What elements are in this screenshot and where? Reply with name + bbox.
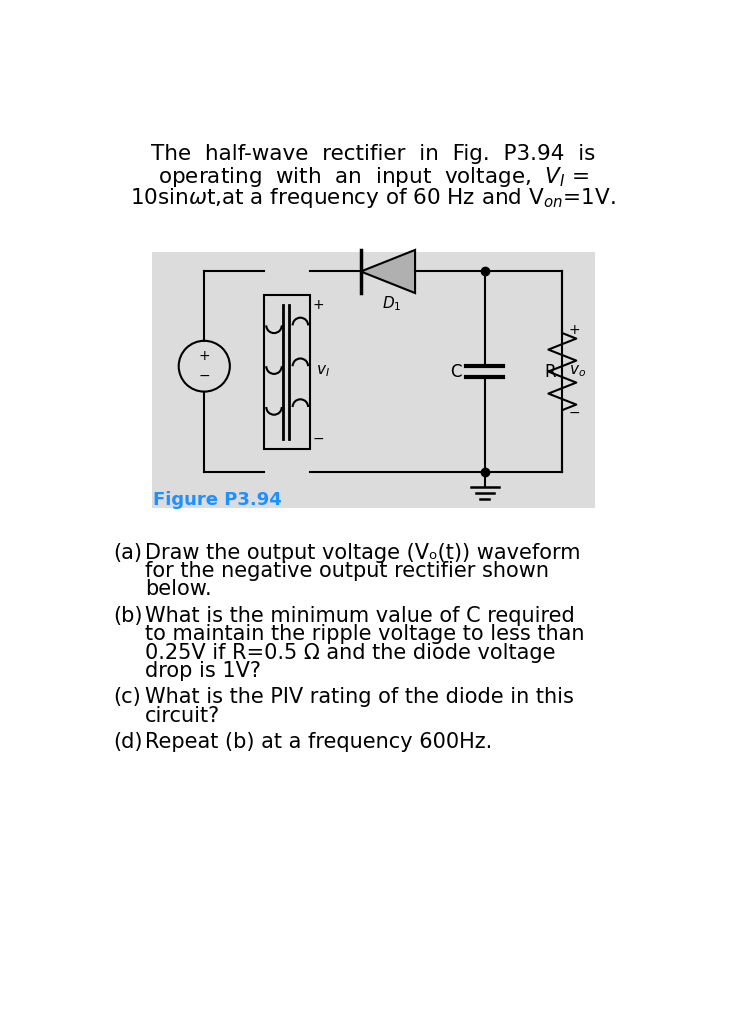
Text: $v_o$: $v_o$ — [569, 364, 585, 380]
Text: to maintain the ripple voltage to less than: to maintain the ripple voltage to less t… — [145, 625, 585, 644]
Text: Repeat (b) at a frequency 600Hz.: Repeat (b) at a frequency 600Hz. — [145, 732, 493, 752]
Text: −: − — [313, 431, 324, 445]
Text: What is the minimum value of C required: What is the minimum value of C required — [145, 605, 575, 626]
Text: What is the PIV rating of the diode in this: What is the PIV rating of the diode in t… — [145, 687, 574, 708]
Text: (c): (c) — [113, 687, 141, 708]
Text: $v_I$: $v_I$ — [316, 364, 330, 380]
Bar — [264, 295, 311, 449]
Text: −: − — [569, 407, 580, 420]
Text: The  half-wave  rectifier  in  Fig.  P3.94  is: The half-wave rectifier in Fig. P3.94 is — [151, 144, 596, 165]
Polygon shape — [361, 250, 415, 293]
Text: +: + — [313, 298, 324, 311]
Text: R: R — [545, 362, 556, 381]
Text: below.: below. — [145, 580, 212, 599]
Text: operating  with  an  input  voltage,  $V_I$ =: operating with an input voltage, $V_I$ = — [157, 165, 589, 189]
Text: for the negative output rectifier shown: for the negative output rectifier shown — [145, 561, 550, 581]
Text: (a): (a) — [113, 543, 142, 562]
Text: +: + — [569, 323, 580, 337]
Text: −: − — [198, 370, 210, 383]
Text: C: C — [450, 362, 461, 381]
Text: $D_1$: $D_1$ — [382, 295, 402, 313]
Bar — [152, 252, 595, 508]
Text: Draw the output voltage (Vₒ(t)) waveform: Draw the output voltage (Vₒ(t)) waveform — [145, 543, 581, 562]
Text: +: + — [198, 349, 210, 364]
Text: (b): (b) — [113, 605, 142, 626]
Text: (d): (d) — [113, 732, 142, 752]
Text: Figure P3.94: Figure P3.94 — [153, 490, 282, 509]
Text: 10sin$\omega$t,at a frequency of 60 Hz and V$_{on}$=1V.: 10sin$\omega$t,at a frequency of 60 Hz a… — [130, 186, 616, 210]
Text: drop is 1V?: drop is 1V? — [145, 662, 262, 681]
Text: 0.25V if R=0.5 Ω and the diode voltage: 0.25V if R=0.5 Ω and the diode voltage — [145, 643, 556, 663]
Text: circuit?: circuit? — [145, 706, 221, 726]
